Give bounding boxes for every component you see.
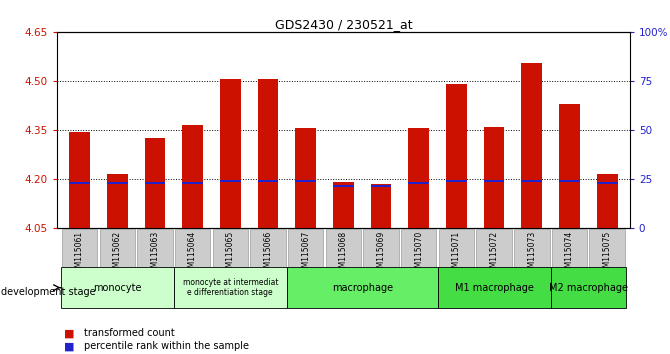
Bar: [295, 180, 316, 182]
Text: macrophage: macrophage: [332, 282, 393, 293]
Bar: [484, 180, 505, 182]
Bar: [521, 180, 542, 182]
FancyBboxPatch shape: [590, 229, 625, 269]
Bar: [597, 174, 618, 228]
Text: percentile rank within the sample: percentile rank within the sample: [84, 341, 249, 351]
Text: M2 macrophage: M2 macrophage: [549, 282, 628, 293]
Text: transformed count: transformed count: [84, 329, 174, 338]
Bar: [69, 182, 90, 184]
Bar: [559, 180, 580, 182]
FancyBboxPatch shape: [363, 229, 399, 269]
FancyBboxPatch shape: [401, 229, 436, 269]
Text: ■: ■: [64, 329, 74, 338]
Bar: [295, 129, 316, 228]
Text: monocyte: monocyte: [93, 282, 141, 293]
Text: GSM115066: GSM115066: [263, 231, 273, 278]
Text: GSM115070: GSM115070: [414, 231, 423, 278]
Bar: [220, 79, 241, 228]
Bar: [409, 129, 429, 228]
Bar: [182, 182, 203, 184]
Bar: [258, 79, 278, 228]
Text: GSM115068: GSM115068: [339, 231, 348, 277]
FancyBboxPatch shape: [326, 229, 361, 269]
Bar: [258, 180, 278, 182]
Bar: [69, 132, 90, 228]
Bar: [446, 180, 467, 182]
Bar: [145, 182, 165, 184]
Text: GSM115064: GSM115064: [188, 231, 197, 278]
FancyBboxPatch shape: [175, 229, 210, 269]
Text: GSM115063: GSM115063: [151, 231, 159, 278]
FancyBboxPatch shape: [174, 267, 287, 308]
Bar: [484, 127, 505, 228]
Bar: [333, 182, 354, 228]
FancyBboxPatch shape: [438, 267, 551, 308]
FancyBboxPatch shape: [212, 229, 248, 269]
Text: GSM115075: GSM115075: [603, 231, 612, 278]
FancyBboxPatch shape: [137, 229, 173, 269]
Text: GSM115069: GSM115069: [377, 231, 385, 278]
FancyBboxPatch shape: [251, 229, 285, 269]
Bar: [371, 184, 391, 228]
FancyBboxPatch shape: [514, 229, 549, 269]
Bar: [220, 180, 241, 182]
Text: GSM115073: GSM115073: [527, 231, 536, 278]
FancyBboxPatch shape: [61, 267, 174, 308]
Title: GDS2430 / 230521_at: GDS2430 / 230521_at: [275, 18, 412, 31]
Bar: [107, 174, 127, 228]
Text: ■: ■: [64, 341, 74, 351]
Text: GSM115062: GSM115062: [113, 231, 122, 277]
FancyBboxPatch shape: [62, 229, 97, 269]
Text: GSM115065: GSM115065: [226, 231, 234, 278]
FancyBboxPatch shape: [439, 229, 474, 269]
Bar: [371, 185, 391, 187]
FancyBboxPatch shape: [287, 267, 438, 308]
Text: GSM115067: GSM115067: [302, 231, 310, 278]
FancyBboxPatch shape: [552, 229, 587, 269]
FancyBboxPatch shape: [551, 267, 626, 308]
Text: GSM115071: GSM115071: [452, 231, 461, 277]
Bar: [521, 63, 542, 228]
Bar: [107, 182, 127, 184]
Bar: [597, 182, 618, 184]
FancyBboxPatch shape: [100, 229, 135, 269]
Bar: [333, 185, 354, 187]
FancyBboxPatch shape: [288, 229, 324, 269]
FancyBboxPatch shape: [476, 229, 512, 269]
Text: GSM115074: GSM115074: [565, 231, 574, 278]
Bar: [145, 138, 165, 228]
Bar: [446, 84, 467, 228]
Text: GSM115072: GSM115072: [490, 231, 498, 277]
Text: development stage: development stage: [1, 287, 96, 297]
Text: M1 macrophage: M1 macrophage: [455, 282, 533, 293]
Text: GSM115061: GSM115061: [75, 231, 84, 277]
Text: monocyte at intermediat
e differentiation stage: monocyte at intermediat e differentiatio…: [182, 278, 278, 297]
Bar: [182, 125, 203, 228]
Bar: [409, 182, 429, 184]
Bar: [559, 104, 580, 228]
